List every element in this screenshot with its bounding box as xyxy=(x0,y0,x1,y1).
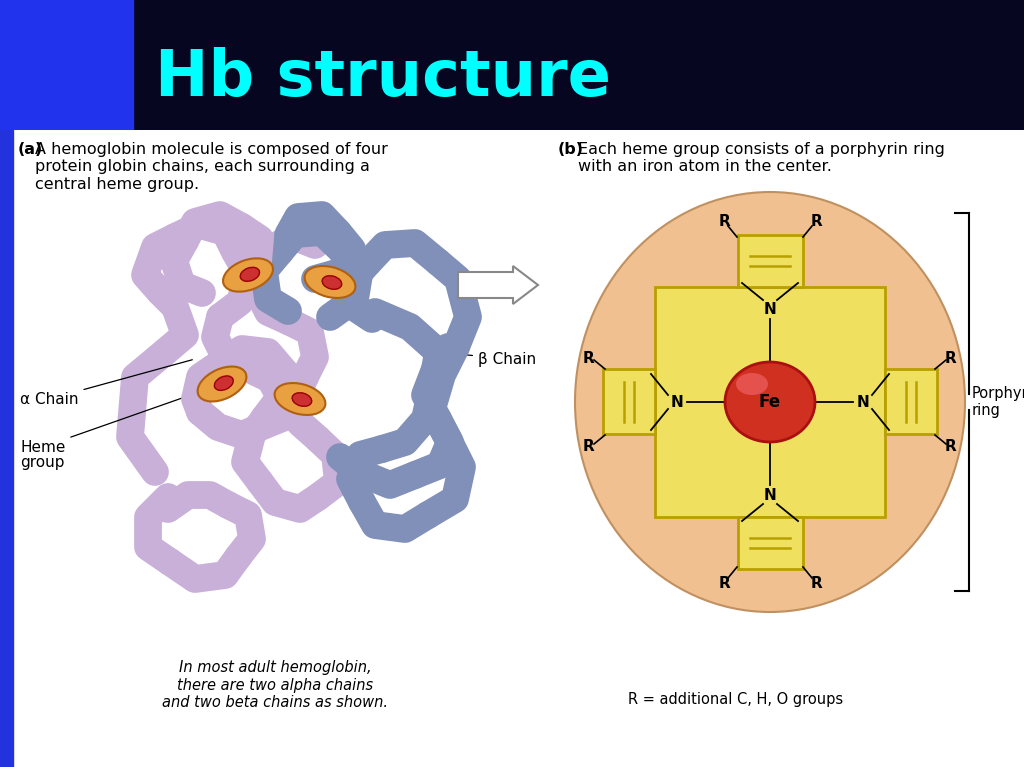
Text: N: N xyxy=(764,488,776,502)
Text: R: R xyxy=(945,351,956,366)
Text: N: N xyxy=(671,394,683,410)
Bar xyxy=(0,130,13,767)
Text: Hb structure: Hb structure xyxy=(155,47,611,109)
Ellipse shape xyxy=(736,373,768,395)
Ellipse shape xyxy=(575,192,965,612)
Text: β Chain: β Chain xyxy=(440,351,537,367)
Text: R: R xyxy=(718,575,730,591)
FancyArrow shape xyxy=(458,266,538,304)
Bar xyxy=(738,517,803,569)
Text: (a): (a) xyxy=(18,142,43,157)
Ellipse shape xyxy=(274,383,326,415)
Text: R = additional C, H, O groups: R = additional C, H, O groups xyxy=(628,692,843,706)
Bar xyxy=(738,235,803,287)
Bar xyxy=(655,287,885,517)
Text: (b): (b) xyxy=(558,142,584,157)
Text: N: N xyxy=(857,394,869,410)
Text: R: R xyxy=(583,439,595,453)
Text: Each heme group consists of a porphyrin ring
with an iron atom in the center.: Each heme group consists of a porphyrin … xyxy=(578,142,945,174)
Text: Porphyrin
ring: Porphyrin ring xyxy=(972,386,1024,418)
Bar xyxy=(885,369,937,434)
Text: Fe: Fe xyxy=(759,393,781,411)
Ellipse shape xyxy=(323,275,342,289)
Ellipse shape xyxy=(304,266,355,298)
Ellipse shape xyxy=(292,393,311,407)
Bar xyxy=(0,0,133,130)
Ellipse shape xyxy=(241,268,259,281)
Text: Heme: Heme xyxy=(20,385,219,455)
Text: α Chain: α Chain xyxy=(20,360,193,407)
Text: R: R xyxy=(810,213,822,229)
Ellipse shape xyxy=(223,258,273,291)
Text: R: R xyxy=(583,351,595,366)
Ellipse shape xyxy=(198,367,247,401)
Ellipse shape xyxy=(725,362,815,442)
Text: R: R xyxy=(945,439,956,453)
Text: group: group xyxy=(20,455,65,469)
Text: N: N xyxy=(764,301,776,317)
Bar xyxy=(603,369,655,434)
Text: In most adult hemoglobin,
there are two alpha chains
and two beta chains as show: In most adult hemoglobin, there are two … xyxy=(162,660,388,710)
Text: A hemoglobin molecule is composed of four
protein globin chains, each surroundin: A hemoglobin molecule is composed of fou… xyxy=(35,142,388,192)
Ellipse shape xyxy=(214,376,233,390)
Text: R: R xyxy=(810,575,822,591)
Text: R: R xyxy=(718,213,730,229)
